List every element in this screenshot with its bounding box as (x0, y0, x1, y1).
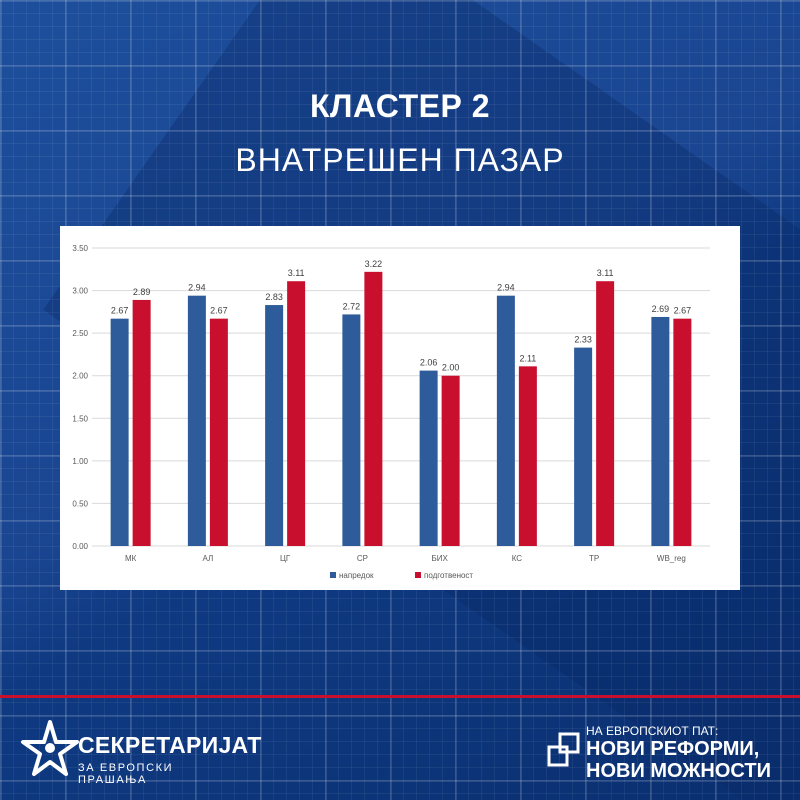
x-tick-label: АЛ (202, 554, 213, 563)
data-label: 2.69 (652, 304, 670, 314)
secretariat-logo-subtitle: ЗА ЕВРОПСКИ ПРАШАЊА (78, 762, 174, 786)
y-tick-label: 1.50 (72, 414, 88, 423)
data-label: 2.89 (133, 287, 151, 297)
slogan-line-2: НОВИ МОЖНОСТИ (586, 760, 771, 782)
legend-label: подготвеност (424, 571, 473, 580)
x-tick-label: СР (357, 554, 368, 563)
page-title: КЛАСТЕР 2 (309, 88, 491, 124)
slogan-intro: НА ЕВРОПСКИОТ ПАТ: (586, 724, 719, 738)
bar-chart: 0.00 0.50 1.00 1.50 2.00 2.50 3.00 3.50 2.67 2.89… (72, 244, 710, 580)
page-subtitle: ВНАТРЕШЕН ПАЗАР (235, 142, 565, 178)
y-tick-label: 3.00 (72, 287, 88, 296)
bar-napredok (187, 295, 206, 546)
x-tick-label: БИХ (431, 554, 448, 563)
bar-podgotvenost (441, 375, 460, 546)
x-tick-label: КС (512, 554, 523, 563)
squares-icon (547, 732, 580, 767)
data-label: 2.94 (188, 283, 206, 293)
data-label: 2.00 (442, 363, 460, 373)
data-label: 2.67 (210, 306, 228, 316)
data-label: 2.11 (519, 353, 536, 363)
x-tick-label: ЦГ (280, 554, 291, 563)
y-tick-label: 0.50 (72, 499, 88, 508)
y-tick-label: 3.50 (72, 244, 88, 253)
y-tick-label: 0.00 (72, 542, 88, 551)
y-tick-label: 2.50 (72, 329, 88, 338)
data-label: 2.83 (265, 292, 283, 302)
secretariat-logo: СЕКРЕТАРИЈАТ ЗА ЕВРОПСКИ ПРАШАЊА (20, 718, 261, 786)
data-label: 3.11 (597, 268, 614, 278)
bar-podgotvenost (364, 271, 383, 546)
bar-napredok (110, 318, 129, 546)
legend-label: напредок (339, 571, 374, 580)
star-people-icon (21, 720, 79, 776)
x-tick-label: ТР (589, 554, 599, 563)
data-label: 2.06 (420, 358, 438, 368)
chart-panel: 0.00 0.50 1.00 1.50 2.00 2.50 3.00 3.50 2.67 2.89… (60, 226, 740, 590)
slogan-logo: НА ЕВРОПСКИОТ ПАТ: НОВИ РЕФОРМИ, НОВИ МО… (546, 722, 786, 782)
data-label: 2.94 (497, 283, 515, 293)
legend-swatch (415, 572, 421, 578)
bar-podgotvenost (596, 281, 615, 546)
bar-podgotvenost (209, 318, 228, 546)
bar-podgotvenost (518, 366, 537, 546)
data-label: 2.67 (111, 306, 129, 316)
bar-napredok (265, 305, 284, 546)
bar-podgotvenost (673, 318, 692, 546)
data-label: 2.33 (574, 335, 592, 345)
data-label: 3.22 (365, 259, 383, 269)
x-tick-label: МК (125, 554, 137, 563)
data-label: 3.11 (288, 268, 305, 278)
data-label: 2.67 (674, 306, 692, 316)
slogan-line-1: НОВИ РЕФОРМИ, (586, 738, 760, 760)
bar-napredok (342, 314, 361, 546)
bar-napredok (574, 347, 593, 546)
secretariat-logo-title: СЕКРЕТАРИЈАТ (78, 732, 262, 758)
y-tick-label: 1.00 (72, 457, 88, 466)
bar-podgotvenost (287, 281, 306, 546)
bar-podgotvenost (132, 299, 151, 546)
legend-swatch (330, 572, 336, 578)
divider-line (0, 695, 800, 698)
x-tick-label: WB_reg (657, 554, 686, 563)
y-tick-label: 2.00 (72, 372, 88, 381)
bar-napredok (651, 316, 670, 546)
data-label: 2.72 (343, 301, 361, 311)
bar-napredok (419, 370, 438, 546)
bar-napredok (496, 295, 515, 546)
